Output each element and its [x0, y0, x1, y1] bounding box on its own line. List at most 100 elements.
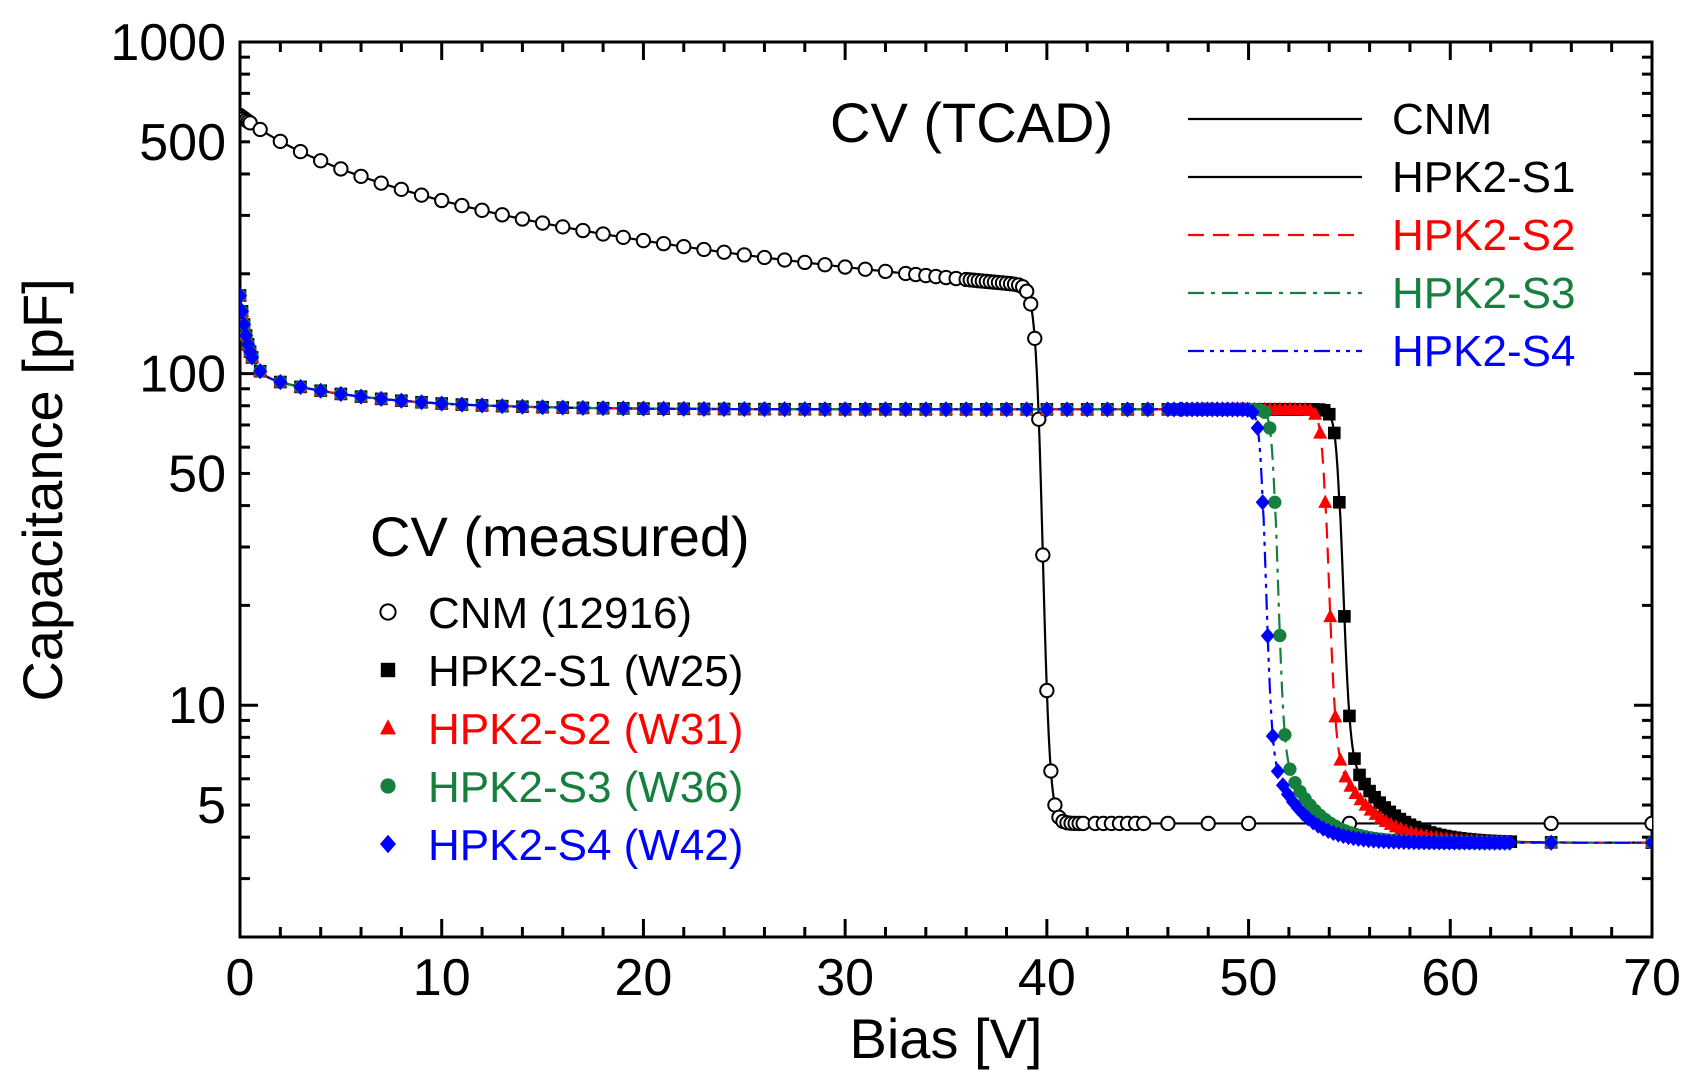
- data-point: [1240, 815, 1257, 832]
- data-point: [333, 385, 348, 402]
- data-point: [240, 287, 247, 304]
- data-point: [737, 401, 752, 418]
- data-point: [253, 363, 268, 380]
- data-point: [959, 401, 974, 418]
- data-point: [1080, 401, 1095, 418]
- measured-legend-title: CV (measured): [370, 505, 750, 568]
- data-point: [1265, 728, 1280, 745]
- data-point: [838, 401, 853, 418]
- data-point: [635, 232, 652, 249]
- data-point: [1333, 495, 1346, 509]
- data-point: [655, 236, 672, 252]
- measured-legend-label: HPK2-S3 (W36): [428, 763, 743, 812]
- data-point: [1019, 401, 1034, 418]
- data-point: [757, 401, 772, 418]
- data-point: [474, 202, 490, 218]
- data-point: [575, 399, 590, 416]
- data-point: [272, 133, 288, 149]
- data-point: [1328, 709, 1343, 723]
- data-point: [918, 401, 933, 418]
- measured-legend-marker: [380, 719, 396, 735]
- data-point: [1039, 682, 1055, 699]
- data-point: [1260, 627, 1275, 644]
- data-point: [575, 222, 591, 239]
- data-point: [1328, 426, 1341, 440]
- tcad-legend-label: HPK2-S1: [1392, 153, 1575, 202]
- data-point: [333, 161, 349, 177]
- tcad-legend-title: CV (TCAD): [830, 91, 1113, 154]
- data-point: [817, 257, 833, 273]
- data-point: [676, 400, 691, 417]
- measured-legend-marker: [380, 834, 396, 854]
- measured-series-hpk2-s4: [240, 287, 1652, 851]
- y-tick-label: 1000: [110, 14, 226, 72]
- data-point: [1263, 421, 1277, 435]
- data-point: [1343, 709, 1356, 723]
- x-tick-label: 40: [1018, 949, 1076, 1007]
- data-point: [1338, 769, 1353, 783]
- measured-legend-label: HPK2-S4 (W42): [428, 821, 743, 870]
- data-point: [555, 399, 570, 416]
- data-point: [797, 401, 812, 418]
- data-point: [797, 254, 813, 271]
- tcad-legend-label: HPK2-S4: [1392, 327, 1575, 376]
- data-point: [656, 400, 671, 417]
- data-point: [616, 400, 631, 417]
- data-point: [1255, 494, 1270, 511]
- data-point: [313, 153, 329, 169]
- tcad-curve-hpk2-s3: [240, 295, 1652, 844]
- data-point: [475, 397, 490, 414]
- data-point: [877, 263, 894, 280]
- measured-series-cnm: [240, 107, 1652, 832]
- data-point: [240, 303, 250, 320]
- measured-legend: CV (measured) CNM (12916) HPK2-S1 (W25) HP…: [370, 505, 750, 870]
- tcad-curve-hpk2-s2: [240, 295, 1652, 844]
- data-point: [434, 395, 449, 412]
- data-point: [1100, 401, 1115, 418]
- data-point: [434, 192, 450, 209]
- measured-legend-label: CNM (12916): [428, 589, 692, 638]
- axis-ticks: [238, 40, 1654, 939]
- data-point: [1136, 815, 1152, 832]
- data-point: [273, 373, 288, 391]
- data-point: [413, 187, 430, 203]
- data-point: [393, 181, 410, 198]
- data-point: [1245, 404, 1260, 421]
- data-point: [1301, 810, 1316, 827]
- data-point: [777, 401, 792, 418]
- data-point: [1273, 628, 1287, 643]
- data-point: [858, 401, 873, 418]
- y-tick-label: 50: [168, 445, 226, 503]
- x-tick-label: 20: [615, 949, 673, 1007]
- measured-legend-label: HPK2-S2 (W31): [428, 705, 743, 754]
- data-point: [1023, 296, 1039, 312]
- data-point: [1280, 786, 1295, 803]
- data-point: [240, 327, 254, 344]
- data-point: [1645, 834, 1652, 851]
- tcad-curve-hpk2-s4: [240, 295, 1652, 844]
- data-point: [292, 143, 309, 160]
- data-point: [1343, 778, 1358, 792]
- data-point: [999, 401, 1014, 418]
- data-point: [1120, 401, 1135, 418]
- data-point: [394, 392, 409, 409]
- data-point: [1543, 815, 1559, 832]
- x-tick-label: 30: [816, 949, 874, 1007]
- data-point: [736, 247, 752, 263]
- x-tick-label: 0: [226, 949, 255, 1007]
- data-point: [1039, 401, 1054, 418]
- data-point: [1258, 405, 1272, 419]
- data-point: [1268, 495, 1282, 509]
- data-point: [1348, 752, 1361, 765]
- data-point: [1544, 834, 1559, 851]
- data-point: [1200, 815, 1216, 832]
- data-point: [636, 400, 651, 417]
- data-point: [596, 400, 611, 417]
- data-point: [313, 382, 328, 399]
- data-point: [1333, 752, 1348, 766]
- data-point: [857, 261, 873, 277]
- data-point: [1308, 406, 1323, 420]
- data-point: [494, 207, 510, 223]
- data-point: [1313, 425, 1328, 439]
- data-point: [756, 249, 773, 266]
